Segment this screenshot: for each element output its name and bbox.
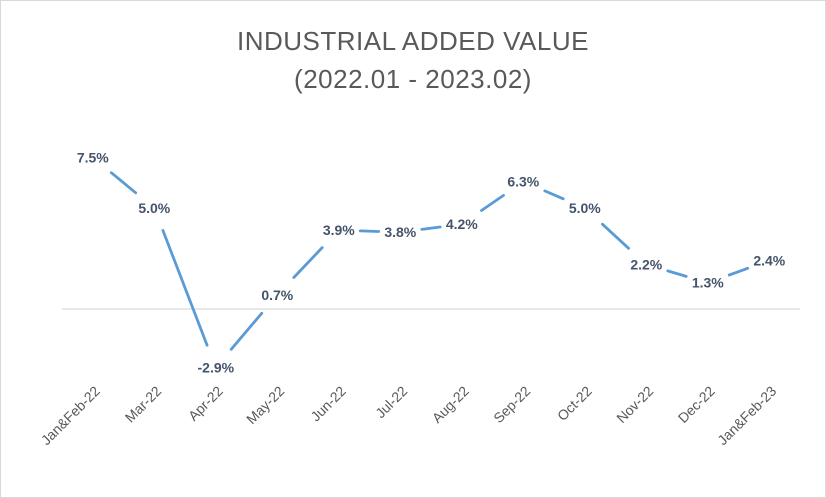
data-label: 5.0%	[569, 200, 601, 216]
series-line-segment	[543, 189, 565, 201]
series-line-segment	[727, 266, 750, 277]
data-label: 6.3%	[507, 174, 539, 190]
data-label: 1.3%	[692, 275, 724, 291]
x-tick-label: Mar-22	[122, 383, 165, 426]
data-label: -2.9%	[198, 360, 235, 376]
x-tick-label: Oct-22	[554, 383, 595, 424]
data-label: 3.8%	[384, 224, 416, 240]
series-line-segment	[109, 171, 138, 195]
data-label: 3.9%	[323, 222, 355, 238]
chart-title: INDUSTRIAL ADDED VALUE	[237, 26, 589, 56]
series-line-segment	[292, 246, 324, 279]
series-line-segment	[420, 225, 442, 231]
x-tick-label: May-22	[243, 383, 287, 427]
data-label: 0.7%	[261, 287, 293, 303]
data-label: 7.5%	[77, 150, 109, 166]
x-tick-label: Apr-22	[185, 383, 226, 424]
series-line-segment	[601, 222, 630, 250]
data-label: 4.2%	[446, 216, 478, 232]
series-line-segment	[666, 269, 688, 278]
series-line-segment	[161, 228, 209, 347]
data-label: 5.0%	[138, 200, 170, 216]
series-line-segment	[358, 229, 381, 233]
x-tick-label: Jan&Feb-22	[38, 383, 103, 448]
data-label: 2.2%	[630, 257, 662, 273]
x-tick-label: Aug-22	[429, 383, 472, 426]
chart-subtitle: (2022.01 - 2023.02)	[294, 64, 532, 94]
x-tick-label: Sep-22	[490, 383, 533, 426]
x-tick-label: Nov-22	[613, 383, 656, 426]
x-tick-label: Jan&Feb-23	[714, 383, 779, 448]
data-label: 2.4%	[753, 253, 785, 269]
x-tick-label: Jul-22	[372, 383, 410, 421]
x-tick-label: Dec-22	[675, 383, 718, 426]
series-line-segment	[229, 311, 264, 351]
series-line-segment	[480, 193, 505, 212]
x-tick-label: Jun-22	[307, 383, 349, 425]
